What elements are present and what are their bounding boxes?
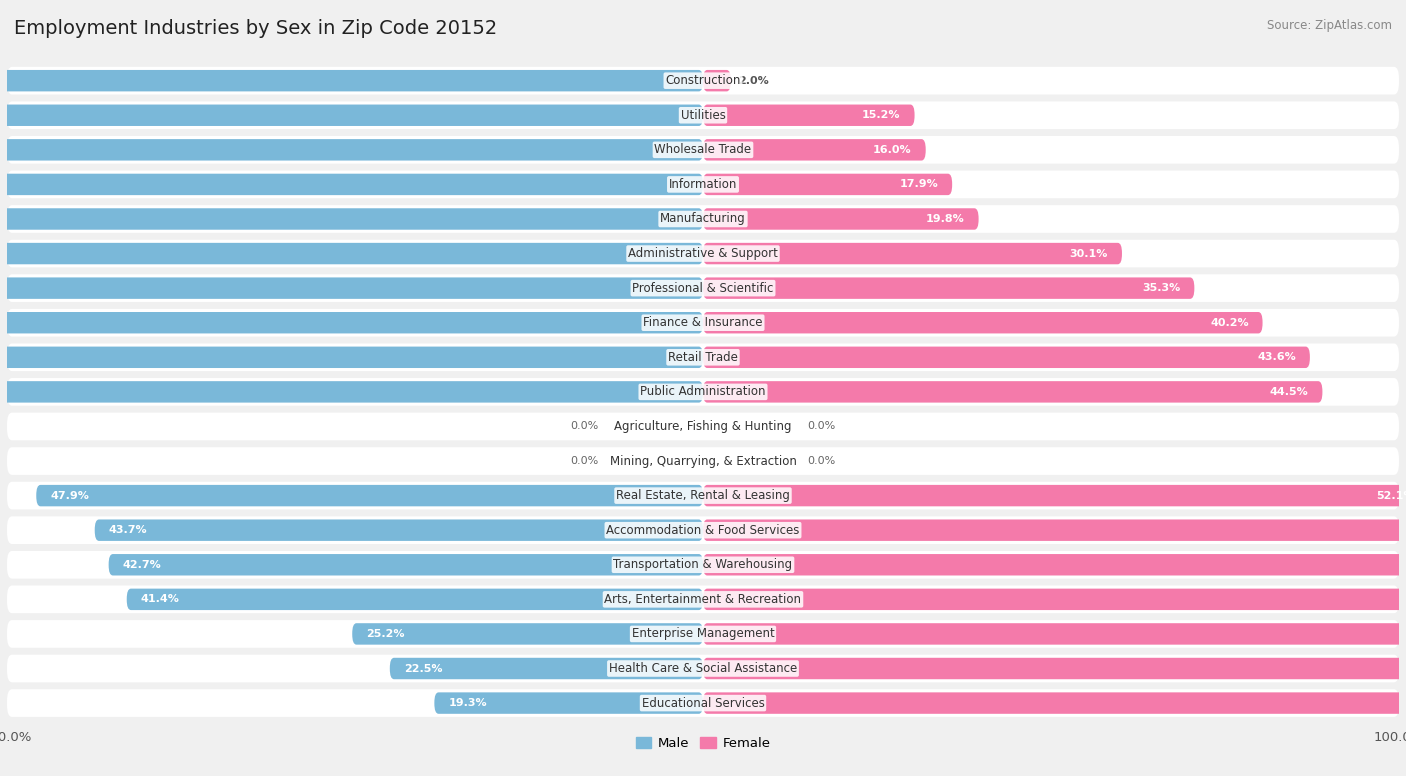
FancyBboxPatch shape (7, 586, 1399, 613)
FancyBboxPatch shape (0, 174, 703, 195)
Text: Health Care & Social Assistance: Health Care & Social Assistance (609, 662, 797, 675)
FancyBboxPatch shape (7, 171, 1399, 198)
Text: 42.7%: 42.7% (122, 559, 162, 570)
Text: 0.0%: 0.0% (807, 421, 835, 431)
Text: Arts, Entertainment & Recreation: Arts, Entertainment & Recreation (605, 593, 801, 606)
FancyBboxPatch shape (703, 278, 1194, 299)
FancyBboxPatch shape (0, 243, 703, 265)
FancyBboxPatch shape (7, 447, 1399, 475)
Text: Wholesale Trade: Wholesale Trade (654, 144, 752, 156)
Text: Manufacturing: Manufacturing (661, 213, 745, 226)
FancyBboxPatch shape (0, 208, 703, 230)
Text: Educational Services: Educational Services (641, 697, 765, 709)
Text: 41.4%: 41.4% (141, 594, 180, 605)
FancyBboxPatch shape (0, 381, 703, 403)
Text: 44.5%: 44.5% (1270, 387, 1309, 397)
Text: Agriculture, Fishing & Hunting: Agriculture, Fishing & Hunting (614, 420, 792, 433)
Text: Information: Information (669, 178, 737, 191)
FancyBboxPatch shape (0, 347, 703, 368)
FancyBboxPatch shape (703, 208, 979, 230)
FancyBboxPatch shape (353, 623, 703, 645)
Text: Retail Trade: Retail Trade (668, 351, 738, 364)
FancyBboxPatch shape (389, 658, 703, 679)
FancyBboxPatch shape (7, 67, 1399, 95)
FancyBboxPatch shape (127, 589, 703, 610)
FancyBboxPatch shape (703, 554, 1406, 576)
Text: 2.0%: 2.0% (738, 76, 769, 85)
Text: 0.0%: 0.0% (571, 456, 599, 466)
FancyBboxPatch shape (7, 309, 1399, 337)
FancyBboxPatch shape (703, 312, 1263, 334)
Text: 30.1%: 30.1% (1070, 248, 1108, 258)
FancyBboxPatch shape (703, 105, 914, 126)
Text: Enterprise Management: Enterprise Management (631, 628, 775, 640)
FancyBboxPatch shape (0, 312, 703, 334)
FancyBboxPatch shape (434, 692, 703, 714)
Text: 43.6%: 43.6% (1257, 352, 1296, 362)
Text: 52.1%: 52.1% (1376, 490, 1406, 501)
FancyBboxPatch shape (703, 589, 1406, 610)
FancyBboxPatch shape (108, 554, 703, 576)
FancyBboxPatch shape (7, 620, 1399, 648)
Text: 17.9%: 17.9% (900, 179, 938, 189)
Text: Source: ZipAtlas.com: Source: ZipAtlas.com (1267, 19, 1392, 33)
Text: Construction: Construction (665, 74, 741, 87)
Text: 15.2%: 15.2% (862, 110, 901, 120)
FancyBboxPatch shape (703, 381, 1323, 403)
FancyBboxPatch shape (7, 274, 1399, 302)
Text: 40.2%: 40.2% (1211, 317, 1249, 327)
Text: 47.9%: 47.9% (51, 490, 89, 501)
Legend: Male, Female: Male, Female (630, 732, 776, 756)
Text: 25.2%: 25.2% (366, 629, 405, 639)
Text: Utilities: Utilities (681, 109, 725, 122)
FancyBboxPatch shape (7, 102, 1399, 129)
FancyBboxPatch shape (7, 136, 1399, 164)
FancyBboxPatch shape (703, 519, 1406, 541)
FancyBboxPatch shape (7, 413, 1399, 440)
Text: 35.3%: 35.3% (1142, 283, 1181, 293)
FancyBboxPatch shape (7, 482, 1399, 510)
FancyBboxPatch shape (7, 378, 1399, 406)
Text: Accommodation & Food Services: Accommodation & Food Services (606, 524, 800, 537)
FancyBboxPatch shape (7, 516, 1399, 544)
FancyBboxPatch shape (94, 519, 703, 541)
Text: Administrative & Support: Administrative & Support (628, 247, 778, 260)
FancyBboxPatch shape (7, 344, 1399, 371)
FancyBboxPatch shape (703, 692, 1406, 714)
FancyBboxPatch shape (703, 623, 1406, 645)
FancyBboxPatch shape (703, 243, 1122, 265)
FancyBboxPatch shape (703, 174, 952, 195)
Text: 22.5%: 22.5% (404, 663, 443, 674)
FancyBboxPatch shape (703, 347, 1310, 368)
Text: 0.0%: 0.0% (571, 421, 599, 431)
FancyBboxPatch shape (703, 70, 731, 92)
FancyBboxPatch shape (7, 689, 1399, 717)
Text: 0.0%: 0.0% (807, 456, 835, 466)
Text: Professional & Scientific: Professional & Scientific (633, 282, 773, 295)
Text: Employment Industries by Sex in Zip Code 20152: Employment Industries by Sex in Zip Code… (14, 19, 498, 38)
FancyBboxPatch shape (7, 205, 1399, 233)
FancyBboxPatch shape (0, 278, 703, 299)
FancyBboxPatch shape (703, 485, 1406, 506)
Text: Public Administration: Public Administration (640, 386, 766, 398)
Text: 16.0%: 16.0% (873, 145, 912, 155)
FancyBboxPatch shape (0, 105, 703, 126)
FancyBboxPatch shape (0, 139, 703, 161)
Text: Finance & Insurance: Finance & Insurance (644, 317, 762, 329)
Text: Real Estate, Rental & Leasing: Real Estate, Rental & Leasing (616, 489, 790, 502)
FancyBboxPatch shape (0, 70, 703, 92)
FancyBboxPatch shape (37, 485, 703, 506)
Text: Transportation & Warehousing: Transportation & Warehousing (613, 558, 793, 571)
FancyBboxPatch shape (7, 655, 1399, 682)
FancyBboxPatch shape (7, 240, 1399, 268)
FancyBboxPatch shape (7, 551, 1399, 579)
Text: 19.3%: 19.3% (449, 698, 486, 708)
FancyBboxPatch shape (703, 658, 1406, 679)
Text: 43.7%: 43.7% (108, 525, 148, 535)
Text: 19.8%: 19.8% (927, 214, 965, 224)
FancyBboxPatch shape (703, 139, 925, 161)
Text: Mining, Quarrying, & Extraction: Mining, Quarrying, & Extraction (610, 455, 796, 467)
